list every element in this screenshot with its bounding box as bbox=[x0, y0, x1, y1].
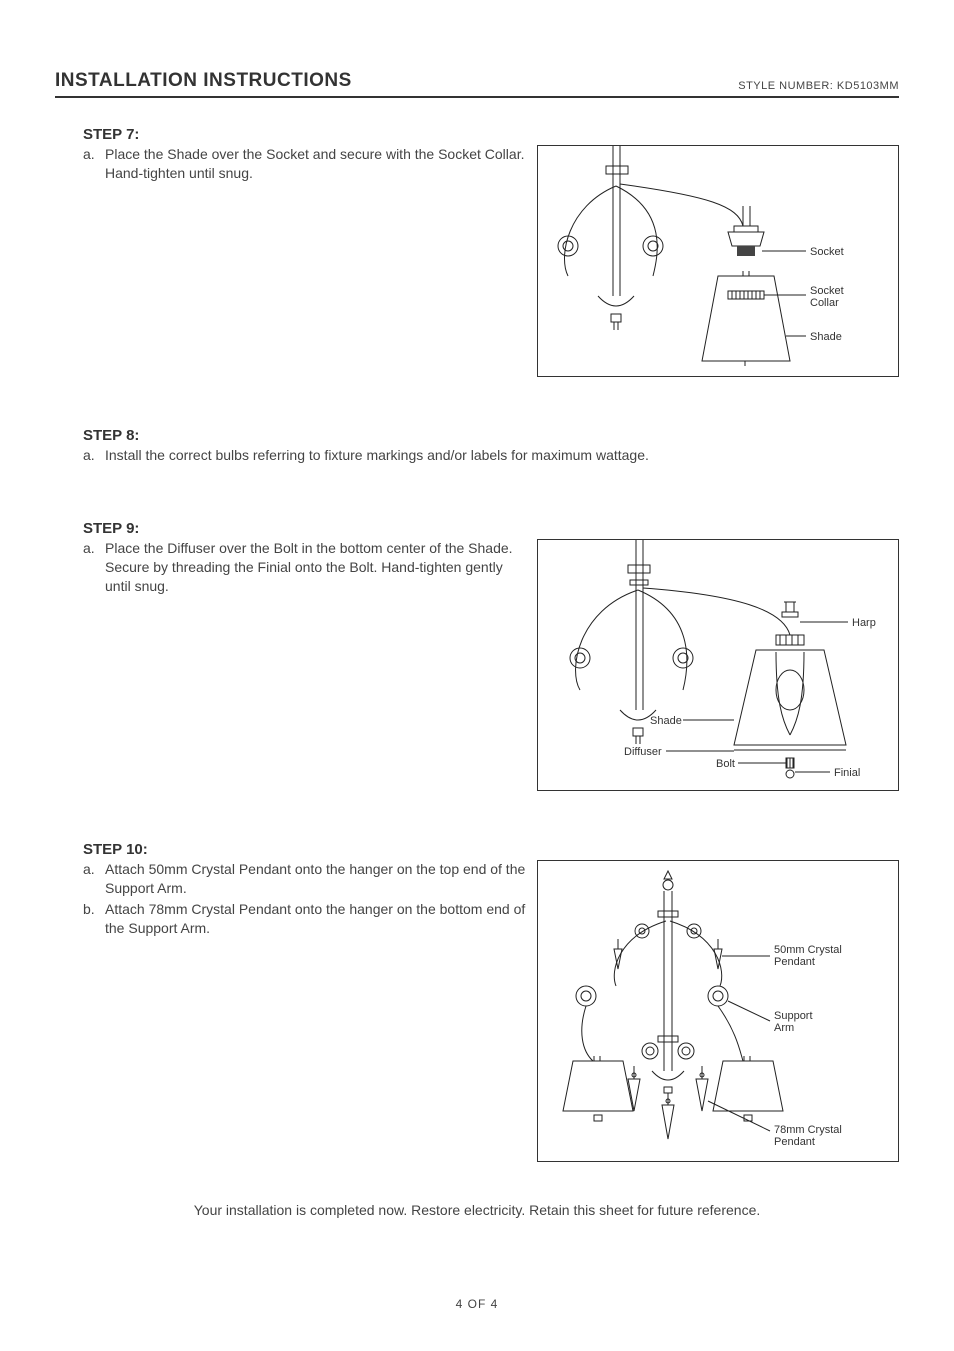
header-title: INSTALLATION INSTRUCTIONS bbox=[55, 70, 352, 92]
label-finial: Finial bbox=[834, 767, 860, 779]
label-diffuser: Diffuser bbox=[624, 746, 662, 758]
step-7-a-text: Place the Shade over the Socket and secu… bbox=[105, 145, 527, 183]
page-number: 4 OF 4 bbox=[0, 1297, 954, 1311]
label-shade: Shade bbox=[650, 715, 682, 727]
step-7-diagram: Socket SocketCollar Shade bbox=[537, 145, 899, 377]
list-marker: a. bbox=[83, 446, 105, 465]
list-marker: a. bbox=[83, 860, 105, 898]
label-bolt: Bolt bbox=[716, 758, 735, 770]
label-50mm-pendant: 50mm CrystalPendant bbox=[774, 944, 842, 968]
step-8: STEP 8: a. Install the correct bulbs ref… bbox=[83, 427, 899, 465]
step-8-text: a. Install the correct bulbs referring t… bbox=[83, 446, 899, 465]
step-8-title: STEP 8: bbox=[83, 427, 899, 444]
step-8-a-text: Install the correct bulbs referring to f… bbox=[105, 446, 649, 465]
label-shade: Shade bbox=[810, 331, 842, 343]
step-9-diagram: Harp Shade Diffuser Bolt Finial bbox=[537, 539, 899, 791]
label-support-arm: SupportArm bbox=[774, 1010, 813, 1034]
step-10-text: a. Attach 50mm Crystal Pendant onto the … bbox=[83, 860, 537, 940]
step-10-diagram: 50mm CrystalPendant SupportArm 78mm Crys… bbox=[537, 860, 899, 1162]
step-10-b-text: Attach 78mm Crystal Pendant onto the han… bbox=[105, 900, 527, 938]
step-10: STEP 10: a. Attach 50mm Crystal Pendant … bbox=[83, 841, 899, 1162]
label-socket-collar: SocketCollar bbox=[810, 285, 844, 309]
list-marker: a. bbox=[83, 145, 105, 183]
step-9-a-text: Place the Diffuser over the Bolt in the … bbox=[105, 539, 527, 596]
step-9-text: a. Place the Diffuser over the Bolt in t… bbox=[83, 539, 537, 598]
step-7-text: a. Place the Shade over the Socket and s… bbox=[83, 145, 537, 185]
step-9: STEP 9: a. Place the Diffuser over the B… bbox=[83, 520, 899, 791]
step-10-a-text: Attach 50mm Crystal Pendant onto the han… bbox=[105, 860, 527, 898]
list-marker: a. bbox=[83, 539, 105, 596]
step-7: STEP 7: a. Place the Shade over the Sock… bbox=[83, 126, 899, 377]
header-style-number: STYLE NUMBER: KD5103MM bbox=[738, 80, 899, 92]
footer-note: Your installation is completed now. Rest… bbox=[83, 1202, 871, 1218]
label-78mm-pendant: 78mm CrystalPendant bbox=[774, 1124, 842, 1148]
step-7-title: STEP 7: bbox=[83, 126, 899, 143]
step-10-title: STEP 10: bbox=[83, 841, 899, 858]
page-header: INSTALLATION INSTRUCTIONS STYLE NUMBER: … bbox=[55, 70, 899, 98]
step-9-title: STEP 9: bbox=[83, 520, 899, 537]
label-harp: Harp bbox=[852, 617, 876, 629]
label-socket: Socket bbox=[810, 246, 844, 258]
list-marker: b. bbox=[83, 900, 105, 938]
